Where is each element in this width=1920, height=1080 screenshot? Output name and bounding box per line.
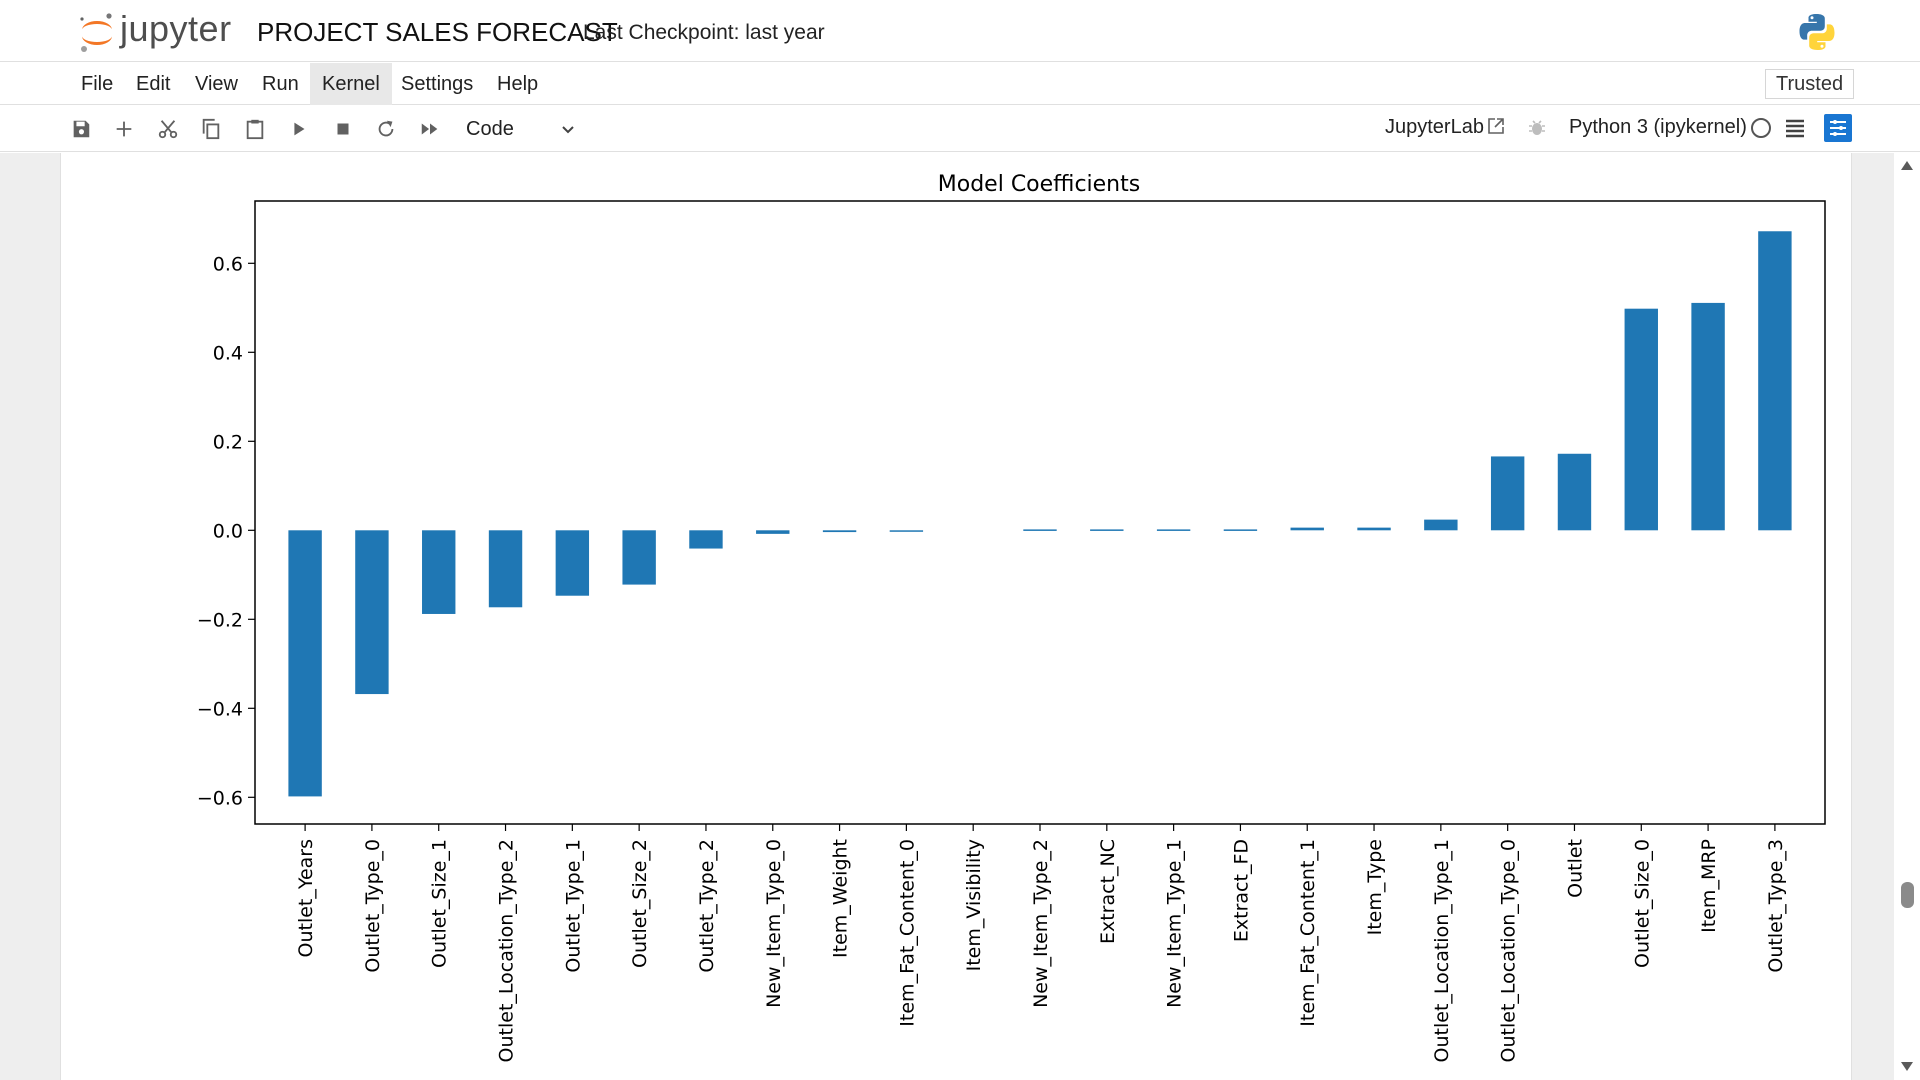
x-tick-label: Outlet_Location_Type_1 (1431, 839, 1453, 1062)
scrollbar-thumb[interactable] (1901, 882, 1914, 908)
x-tick-label: Extract_FD (1230, 839, 1252, 942)
last-checkpoint: Last Checkpoint: last year (583, 21, 825, 44)
x-tick-label: Item_Weight (830, 839, 852, 958)
x-tick-label: New_Item_Type_2 (1030, 839, 1052, 1008)
menu-edit[interactable]: Edit (136, 73, 171, 95)
x-tick-label: Outlet_Type_1 (562, 839, 584, 973)
x-tick-label: Outlet_Size_1 (429, 839, 451, 968)
x-tick-label: Outlet_Size_2 (629, 839, 651, 968)
x-tick-label: Item_MRP (1698, 839, 1720, 933)
menu-run[interactable]: Run (262, 73, 299, 95)
bar (1758, 231, 1792, 531)
x-tick-label: Outlet_Type_0 (362, 839, 384, 973)
chevron-down-icon (560, 112, 578, 146)
y-tick-label: −0.6 (197, 787, 243, 809)
chart-title: Model Coefficients (938, 172, 1140, 197)
property-inspector-icon[interactable] (1824, 114, 1852, 142)
x-tick-label: Outlet_Type_3 (1765, 839, 1787, 973)
x-tick-label: Item_Visibility (963, 839, 985, 971)
scrollbar-track[interactable] (1894, 153, 1920, 1080)
y-tick-label: 0.4 (213, 342, 243, 364)
x-tick-label: Outlet_Location_Type_2 (496, 839, 518, 1062)
model-coefficients-chart: Model Coefficients −0.6 −0.4 −0.2 0.0 0.2 0.4… (197, 172, 1826, 1062)
trusted-indicator[interactable]: Trusted (1765, 69, 1855, 99)
bar (555, 530, 590, 596)
x-tick-label: Outlet_Years (295, 839, 317, 958)
menu-kernel[interactable]: Kernel (310, 63, 392, 105)
scroll-down-arrow-icon[interactable] (1899, 1060, 1915, 1074)
bar (822, 530, 857, 533)
menu-settings[interactable]: Settings (401, 73, 474, 95)
menu-bar: File Edit View Run Kernel Settings Help … (0, 63, 1920, 105)
scroll-up-arrow-icon[interactable] (1899, 158, 1915, 172)
bar (422, 530, 456, 614)
bar (1357, 527, 1391, 531)
x-tick-label: Outlet (1564, 839, 1586, 898)
run-icon[interactable] (285, 115, 313, 143)
save-icon[interactable] (67, 115, 95, 143)
notebook-toolbar: Code JupyterLab Python 3 (ipykernel) (0, 106, 1920, 152)
top-header: jupyter PROJECT SALES FORECAST Last Chec… (0, 0, 1920, 62)
bar (1290, 527, 1324, 531)
bar (889, 530, 924, 532)
y-tick-label: 0.2 (213, 431, 243, 453)
kernel-name[interactable]: Python 3 (ipykernel) (1569, 116, 1747, 138)
bar (756, 530, 790, 534)
bar (488, 530, 523, 608)
external-link-icon[interactable] (1486, 116, 1506, 136)
copy-icon[interactable] (197, 115, 225, 143)
x-tick-label: Extract_NC (1097, 839, 1119, 944)
plot-frame (254, 200, 1826, 825)
x-tick-label: New_Item_Type_0 (763, 839, 785, 1008)
y-tick-label: 0.6 (213, 253, 243, 275)
bar (1557, 453, 1592, 531)
debugger-bug-icon[interactable] (1527, 118, 1547, 138)
bar (1156, 529, 1191, 531)
menu-file[interactable]: File (81, 73, 114, 95)
cell-type-dropdown[interactable]: Code (458, 112, 586, 146)
bar (1223, 529, 1258, 531)
bar (622, 530, 656, 585)
x-tick-label: Item_Fat_Content_1 (1297, 839, 1319, 1027)
x-tick-label: Outlet_Location_Type_0 (1498, 839, 1520, 1062)
bar (1023, 529, 1057, 531)
kernel-status-idle-icon (1751, 118, 1771, 138)
y-tick-label: 0.0 (213, 520, 243, 542)
y-tick-label: −0.4 (197, 698, 243, 720)
run-all-icon[interactable] (416, 115, 444, 143)
stop-icon[interactable] (329, 115, 357, 143)
restart-icon[interactable] (372, 115, 400, 143)
y-tick-label: −0.2 (197, 609, 243, 631)
bar (355, 530, 389, 695)
bar (689, 530, 723, 549)
open-in-jupyterlab-link[interactable]: JupyterLab (1385, 116, 1484, 138)
bar (1490, 456, 1525, 531)
bar (1624, 308, 1658, 531)
notebook-title[interactable]: PROJECT SALES FORECAST (257, 17, 618, 47)
paste-icon[interactable] (241, 115, 269, 143)
bar (1090, 529, 1124, 531)
jupyter-logo-icon[interactable] (76, 10, 118, 54)
bar (1424, 519, 1458, 531)
menu-help[interactable]: Help (497, 73, 539, 95)
jupyter-logo-text: jupyter (120, 8, 232, 49)
add-cell-icon[interactable] (110, 115, 138, 143)
menu-view[interactable]: View (195, 73, 238, 95)
cell-type-value: Code (466, 118, 514, 140)
x-tick-label: New_Item_Type_1 (1164, 839, 1186, 1008)
bar (1691, 302, 1725, 531)
x-tick-label: Outlet_Size_0 (1631, 839, 1653, 968)
menu-list-icon[interactable] (1783, 116, 1807, 140)
x-tick-label: Item_Fat_Content_0 (896, 839, 918, 1027)
x-tick-label: Outlet_Type_2 (696, 839, 718, 973)
cut-icon[interactable] (154, 115, 182, 143)
bar (288, 530, 322, 797)
python-logo-icon (1799, 14, 1835, 50)
x-tick-label: Item_Type (1364, 839, 1386, 935)
